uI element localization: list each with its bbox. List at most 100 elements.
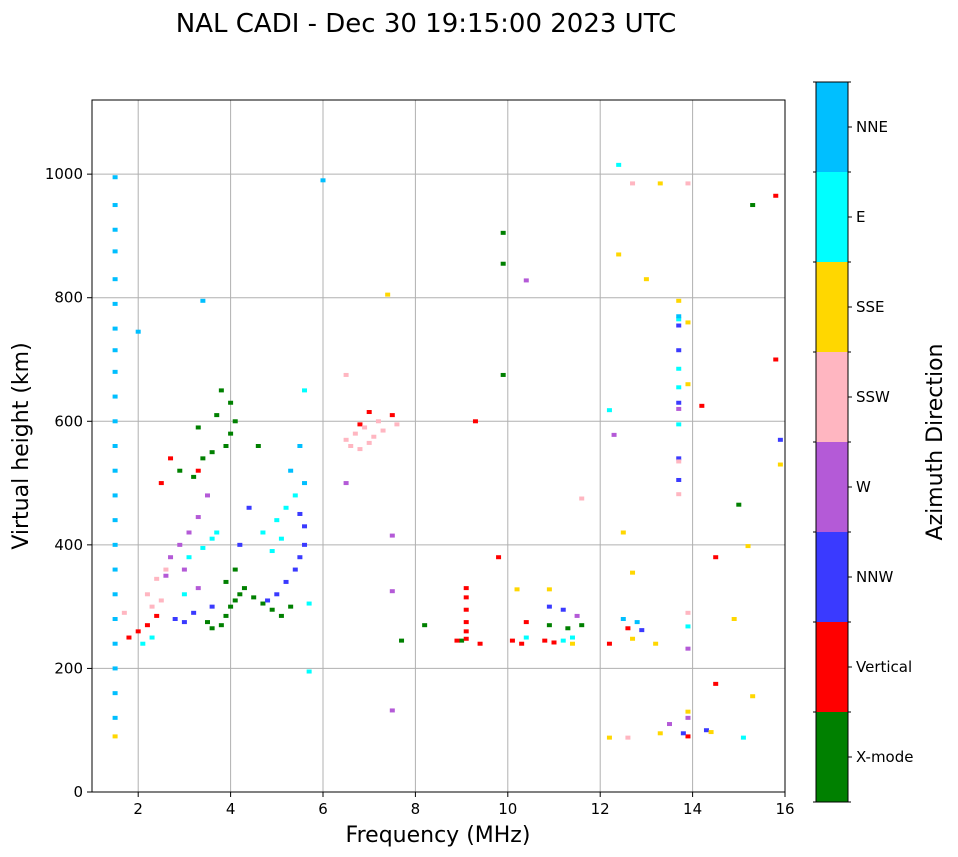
point-x-mode (241, 586, 247, 591)
point-sse (569, 641, 575, 646)
point-e (292, 493, 298, 498)
y-tick-label: 0 (73, 783, 83, 801)
point-sse (630, 570, 636, 575)
point-w (685, 715, 691, 720)
point-nne (112, 444, 118, 448)
point-sse (630, 636, 636, 641)
point-sse (745, 544, 751, 549)
point-ssw (371, 434, 377, 439)
colorbar-tick-label: NNE (856, 118, 888, 136)
colorbar-swatch (816, 712, 848, 802)
colorbar-swatch (816, 82, 848, 172)
point-ssw (343, 437, 349, 442)
point-nne (288, 468, 294, 473)
point-sse (685, 320, 691, 325)
point-vertical (699, 403, 705, 408)
point-nnw (297, 555, 303, 560)
point-vertical (135, 629, 141, 634)
point-nnw (283, 579, 289, 584)
point-sse (685, 709, 691, 714)
point-sse (657, 731, 663, 736)
point-vertical (357, 422, 363, 427)
point-ssw (149, 604, 155, 609)
point-nnw (680, 731, 686, 736)
point-nne (112, 277, 118, 282)
point-w (168, 555, 174, 560)
x-tick-label: 16 (775, 800, 794, 818)
point-e (306, 669, 312, 674)
point-vertical (477, 641, 483, 646)
point-nne (112, 542, 118, 547)
point-x-mode (232, 567, 238, 572)
point-x-mode (251, 595, 257, 600)
point-w (389, 708, 395, 713)
point-e (606, 408, 612, 413)
y-tick-label: 600 (54, 412, 83, 430)
point-vertical (366, 410, 372, 415)
point-nne (302, 481, 308, 486)
point-nnw (703, 728, 709, 733)
point-vertical (472, 419, 478, 424)
colorbar: X-mode Vertical NNW W SSW SSE E NNE (813, 81, 913, 803)
point-nne (112, 203, 118, 208)
plot-frame (91, 99, 786, 793)
colorbar-tick-label: SSE (856, 298, 885, 316)
point-nnw (191, 610, 197, 615)
point-ssw (348, 444, 354, 448)
x-axis: 2 4 6 8 10 12 14 16 (133, 792, 795, 818)
point-sse (657, 181, 663, 186)
point-ssw (676, 459, 682, 464)
point-x-mode (399, 638, 405, 643)
point-e (676, 422, 682, 427)
point-ssw (375, 419, 381, 424)
point-x-mode (579, 623, 585, 628)
point-vertical (168, 456, 174, 461)
point-sse (708, 730, 714, 735)
point-x-mode (278, 613, 284, 618)
colorbar-swatch (816, 442, 848, 532)
point-w (195, 586, 201, 591)
point-nne (676, 314, 682, 319)
point-x-mode (223, 444, 229, 448)
point-nne (112, 641, 118, 646)
point-nne (320, 178, 326, 183)
point-e (685, 624, 691, 629)
point-sse (514, 587, 520, 592)
point-x-mode (195, 425, 201, 430)
point-w (685, 646, 691, 651)
point-x-mode (546, 623, 552, 628)
point-e (302, 388, 308, 393)
colorbar-frame (815, 81, 849, 803)
point-ssw (121, 610, 127, 615)
y-tick-label: 1000 (45, 165, 83, 183)
point-e (181, 592, 187, 597)
point-w (181, 567, 187, 572)
point-vertical (773, 357, 779, 362)
point-vertical (496, 555, 502, 560)
point-x-mode (500, 230, 506, 235)
point-nnw (676, 348, 682, 353)
x-tick-label: 10 (498, 800, 517, 818)
point-ssw (394, 422, 400, 427)
point-ssw (625, 735, 631, 740)
point-e (209, 536, 215, 541)
point-x-mode (228, 400, 234, 405)
point-x-mode (237, 592, 243, 597)
point-nnw (297, 511, 303, 516)
x-tick-label: 8 (411, 800, 421, 818)
point-x-mode (228, 431, 234, 436)
point-sse (731, 617, 737, 621)
x-tick-label: 6 (318, 800, 328, 818)
point-e (569, 635, 575, 640)
point-nne (112, 301, 118, 306)
point-vertical (389, 413, 395, 418)
point-nnw (237, 542, 243, 547)
point-vertical (713, 681, 719, 686)
colorbar-tick-label: NNW (856, 568, 893, 586)
data-points (112, 162, 783, 740)
point-sse (546, 587, 552, 592)
point-nne (112, 326, 118, 331)
point-x-mode (255, 444, 261, 448)
point-nnw (777, 437, 783, 442)
point-sse (620, 530, 626, 535)
